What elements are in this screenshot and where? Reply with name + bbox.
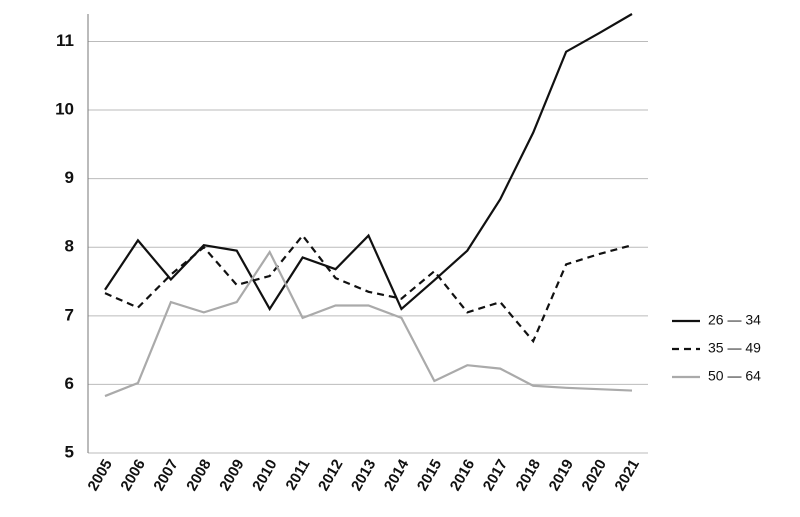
- x-tick-label: 2010: [249, 456, 280, 493]
- x-tick-label: 2020: [579, 456, 610, 493]
- series-line: [104, 233, 633, 344]
- x-tick-label: 2014: [381, 456, 413, 494]
- x-tick-label: 2018: [513, 456, 544, 493]
- series-line: [104, 249, 633, 398]
- y-tick-label: 9: [65, 168, 74, 187]
- legend-label: 26 — 34: [708, 312, 761, 328]
- y-tick-label: 7: [65, 305, 74, 324]
- x-tick-label: 2016: [447, 456, 478, 493]
- x-tick-label: 2009: [216, 456, 247, 493]
- x-tick-label: 2007: [150, 456, 181, 493]
- y-tick-label: 11: [56, 31, 74, 50]
- x-tick-label: 2019: [546, 456, 577, 493]
- x-tick-label: 2008: [183, 456, 214, 493]
- x-tick-label: 2015: [414, 456, 445, 493]
- x-tick-label: 2005: [84, 456, 115, 493]
- y-tick-label: 10: [55, 100, 74, 119]
- legend-label: 35 — 49: [708, 340, 761, 356]
- y-tick-label: 5: [65, 442, 74, 461]
- x-tick-label: 2011: [283, 456, 314, 493]
- x-tick-label: 2021: [611, 456, 642, 493]
- y-tick-label: 8: [65, 237, 74, 256]
- x-tick-label: 2013: [348, 456, 379, 493]
- y-tick-label: 6: [65, 374, 74, 393]
- x-tick-label: 2012: [315, 456, 346, 493]
- x-tick-label: 2006: [117, 456, 148, 493]
- x-tick-label: 2017: [480, 456, 511, 493]
- legend-label: 50 — 64: [708, 368, 761, 384]
